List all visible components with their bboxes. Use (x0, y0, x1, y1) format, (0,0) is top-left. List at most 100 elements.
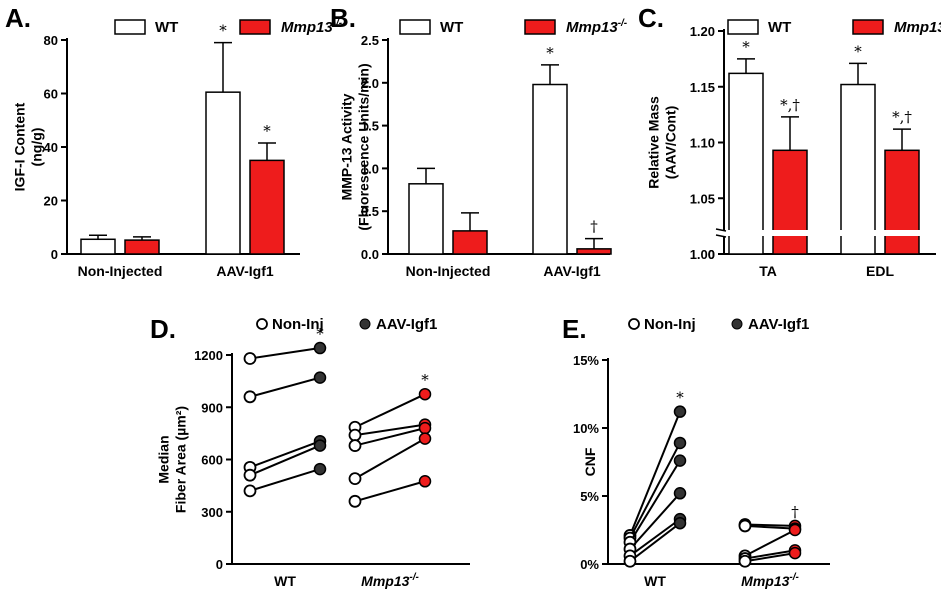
legend-marker-non-inj (256, 318, 268, 330)
point-aav (418, 421, 432, 435)
y-tick-label: 15% (573, 353, 599, 368)
point-non-inj (348, 494, 362, 508)
significance-mark: * (316, 325, 324, 343)
x-category-label: AAV-Igf1 (216, 263, 274, 279)
bar-mmp13 (884, 149, 920, 255)
y-tick-label: 0 (51, 247, 58, 262)
legend-label-aav: AAV-Igf1 (748, 316, 809, 333)
y-tick-label: 1.15 (690, 80, 715, 95)
legend-label-mmp13: Mmp13-/- (281, 18, 343, 36)
bar-wt (728, 72, 764, 255)
x-group-label: Mmp13-/- (741, 572, 799, 589)
y-tick-label: 900 (201, 400, 223, 415)
legend-marker-aav (359, 318, 371, 330)
panel-label: D. (150, 314, 176, 344)
panel-label: B. (330, 3, 356, 33)
y-axis-label: IGF-I Content (ng/g) (12, 102, 45, 191)
legend-label-wt: WT (155, 19, 178, 36)
significance-mark: *,† (780, 96, 800, 114)
point-non-inj (623, 554, 637, 568)
pair-line (354, 437, 426, 480)
y-tick-label: 1.5 (361, 119, 379, 134)
point-aav (313, 371, 327, 384)
point-aav (673, 454, 687, 467)
y-tick-label: 1.10 (690, 136, 715, 151)
x-group-label: WT (274, 573, 296, 589)
x-category-label: AAV-Igf1 (543, 263, 601, 279)
significance-mark: † (590, 218, 598, 236)
panel-label: C. (638, 3, 664, 33)
point-non-inj (243, 484, 257, 498)
y-axis-label: CNF (582, 447, 598, 476)
point-aav (788, 523, 802, 537)
bar-wt (408, 183, 444, 255)
point-non-inj (348, 472, 362, 486)
pair-line (629, 492, 681, 550)
pair-line (744, 549, 796, 560)
legend-label-mmp13: Mmp13-/- (566, 18, 628, 36)
x-category-label: Non-Injected (406, 263, 491, 279)
significance-mark: * (219, 22, 227, 40)
legend-swatch-mmp13 (852, 19, 884, 35)
y-tick-label: 1.05 (690, 191, 715, 206)
pair-line (354, 393, 426, 429)
pair-line (744, 524, 796, 530)
legend-swatch-wt (114, 19, 146, 35)
y-tick-label: 600 (201, 453, 223, 468)
significance-mark: * (546, 44, 554, 62)
point-aav (313, 439, 327, 452)
y-tick-label: 5% (580, 489, 599, 504)
significance-mark: * (676, 389, 684, 407)
point-aav (673, 436, 687, 450)
y-axis-label: Relative Mass (AAV/Cont) (646, 96, 679, 189)
y-tick-label: 0.0 (361, 247, 379, 262)
axis-break (714, 230, 938, 236)
x-group-label: WT (644, 573, 666, 589)
legend-swatch-wt (399, 19, 431, 35)
y-axis-label-line: (ng/g) (29, 128, 45, 167)
point-aav (313, 462, 327, 476)
pair-line (629, 522, 681, 563)
y-tick-label: 1.20 (690, 24, 715, 39)
significance-mark: † (791, 503, 799, 521)
pair-line (249, 468, 321, 492)
legend-label-non-inj: Non-Inj (644, 316, 696, 333)
point-aav (788, 546, 802, 560)
pair-line (249, 347, 321, 360)
pair-line (249, 440, 321, 469)
y-tick-label: 2.5 (361, 33, 379, 48)
y-tick-label: 10% (573, 421, 599, 436)
point-aav (673, 405, 687, 418)
pair-line (629, 518, 681, 557)
significance-mark: * (854, 42, 862, 60)
point-non-inj (243, 352, 257, 365)
bar-mmp13 (576, 248, 612, 255)
legend-swatch-mmp13 (524, 19, 556, 35)
pair-line (629, 460, 681, 543)
legend-swatch-wt (727, 19, 759, 35)
significance-mark: * (263, 122, 271, 140)
pair-line (744, 552, 796, 563)
point-aav (673, 487, 687, 500)
y-tick-label: 2.0 (361, 76, 379, 91)
bar-wt (840, 83, 876, 255)
legend-label-wt: WT (768, 19, 791, 36)
y-axis-label-line: MMP-13 Activity (339, 93, 355, 200)
y-tick-label: 40 (44, 140, 58, 155)
x-category-label: TA (759, 263, 777, 279)
pair-line (354, 480, 426, 503)
point-non-inj (738, 554, 752, 568)
y-tick-label: 1.0 (361, 161, 379, 176)
pair-line (354, 427, 426, 447)
y-axis-label: MMP-13 Activity (Fluorescence Units/min) (339, 63, 372, 230)
y-axis-label-line: (AAV/Cont) (663, 106, 679, 180)
significance-mark: * (421, 371, 429, 389)
y-axis-label-line: Fiber Area (µm²) (173, 406, 189, 513)
y-axis-label-line: CNF (582, 447, 598, 476)
pair-line (744, 523, 796, 527)
significance-mark: *,† (892, 108, 912, 126)
point-non-inj (348, 428, 362, 442)
legend-marker-aav (731, 318, 743, 330)
panel-label: E. (562, 314, 587, 344)
